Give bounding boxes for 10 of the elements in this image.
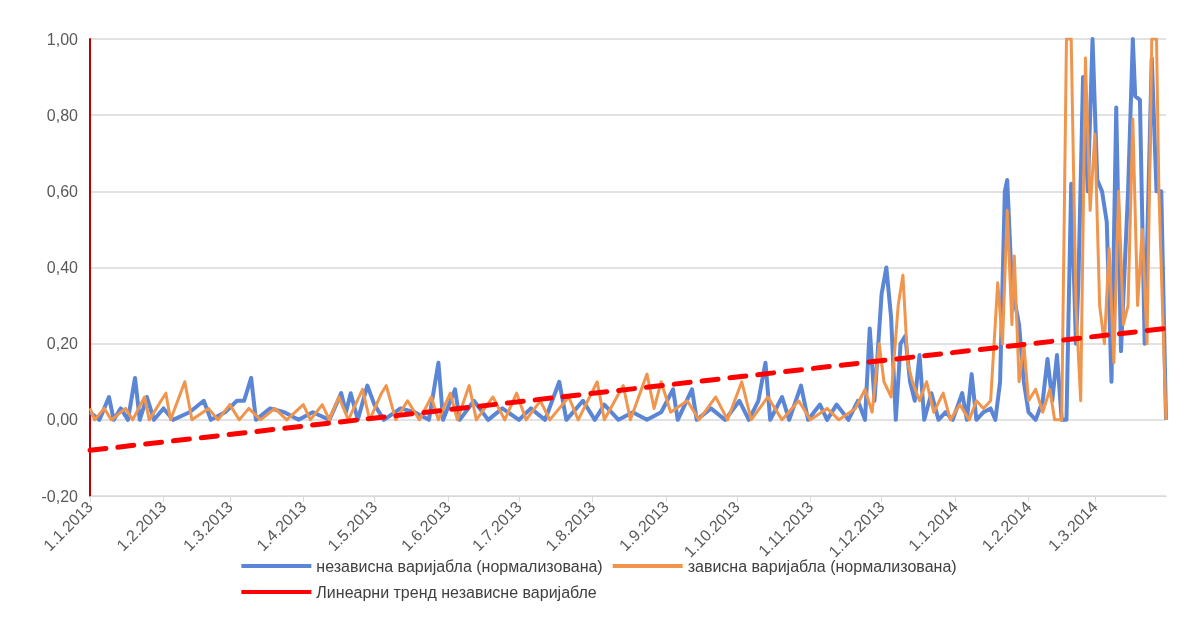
legend-label: зависна варијабла (нормализована): [687, 557, 957, 575]
y-tick-label: 0,40: [46, 259, 79, 276]
y-tick-label: -0,20: [41, 487, 79, 505]
y-tick-label: 0,00: [46, 411, 79, 429]
y-tick-label: 0,80: [46, 106, 79, 124]
legend-label: независна варијабла (нормализована): [316, 557, 603, 575]
y-tick-label: 0,60: [46, 182, 79, 200]
legend-label: Линеарни тренд независне варијабле: [316, 583, 597, 601]
y-tick-label: 0,20: [46, 335, 79, 353]
y-tick-label: 1,00: [46, 30, 79, 48]
